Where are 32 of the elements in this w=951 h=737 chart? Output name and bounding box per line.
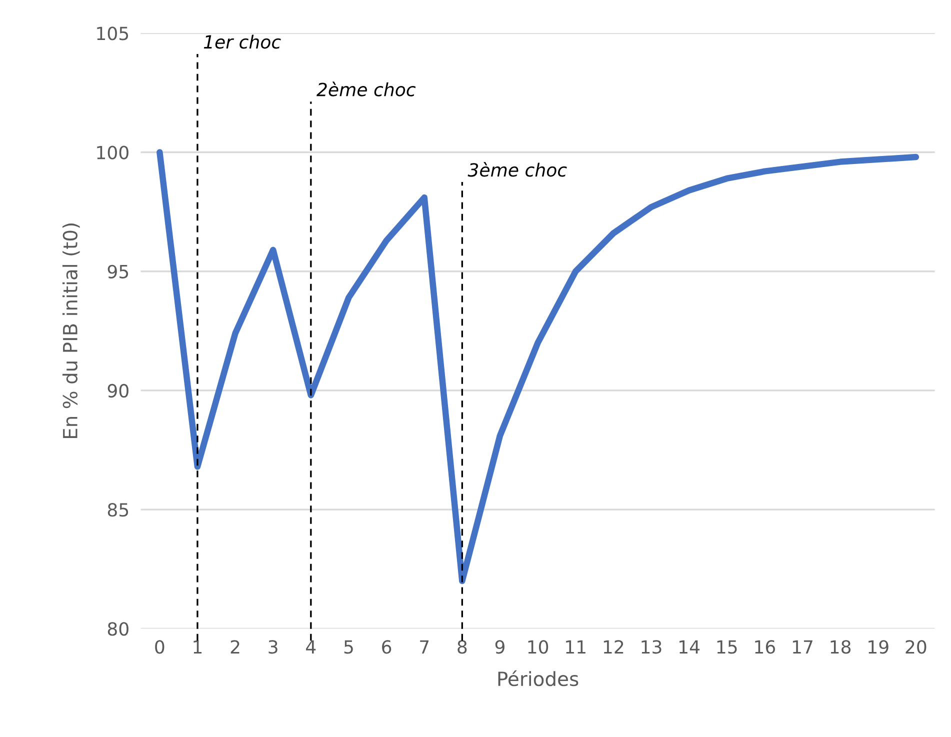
x-tick-label: 14	[680, 640, 700, 654]
x-tick-label: 10	[528, 640, 548, 654]
x-tick-label: 11	[566, 640, 586, 654]
ref-line-label: 3ème choc	[468, 162, 567, 177]
x-tick-label: 3	[268, 640, 278, 654]
x-tick-label: 2	[230, 640, 240, 654]
y-tick-label: 105	[97, 26, 128, 40]
x-tick-label: 0	[155, 640, 164, 654]
x-tick-label: 1	[194, 640, 202, 654]
x-tick-label: 18	[830, 640, 851, 654]
x-tick-label: 20	[906, 640, 926, 654]
y-tick-label: 95	[108, 264, 128, 278]
x-tick-label: 9	[495, 640, 504, 654]
x-tick-label: 7	[420, 640, 429, 654]
y-tick-label: 90	[108, 384, 128, 398]
x-tick-label: 8	[458, 640, 467, 654]
y-axis-title: En % du PIB initial (t0)	[62, 224, 80, 438]
y-tick-label: 80	[108, 622, 128, 636]
x-tick-label: 13	[642, 640, 662, 654]
x-tick-label: 5	[344, 640, 353, 654]
ref-line-label: 2ème choc	[316, 82, 416, 96]
y-tick-label: 100	[97, 146, 128, 160]
x-tick-label: 4	[306, 640, 316, 654]
ref-line-label: 1er choc	[204, 34, 281, 49]
x-tick-label: 19	[868, 640, 888, 654]
x-tick-label: 16	[755, 640, 776, 654]
x-tick-label: 15	[717, 640, 737, 654]
x-tick-label: 6	[382, 640, 392, 654]
x-tick-label: 12	[604, 640, 624, 654]
x-tick-label: 17	[792, 640, 812, 654]
y-tick-label: 85	[108, 503, 128, 517]
x-axis-title: Périodes	[498, 670, 578, 686]
